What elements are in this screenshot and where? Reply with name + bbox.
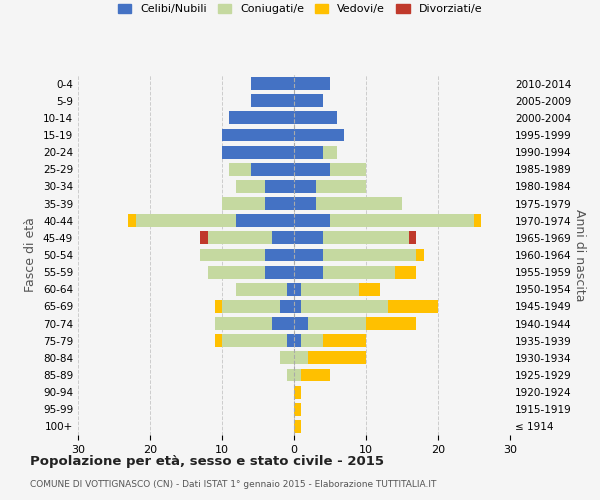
Bar: [416, 248, 424, 262]
Bar: [287, 283, 294, 296]
Bar: [316, 197, 402, 210]
Bar: [136, 214, 236, 227]
Bar: [265, 180, 294, 193]
Bar: [287, 334, 294, 347]
Bar: [323, 266, 395, 278]
Bar: [330, 163, 366, 175]
Bar: [388, 300, 438, 313]
Bar: [200, 232, 208, 244]
Bar: [294, 94, 323, 107]
Bar: [294, 146, 323, 158]
Bar: [294, 403, 301, 415]
Bar: [251, 163, 294, 175]
Bar: [294, 317, 308, 330]
Bar: [265, 197, 294, 210]
Bar: [287, 368, 294, 382]
Bar: [323, 334, 366, 347]
Bar: [294, 334, 301, 347]
Bar: [265, 266, 294, 278]
Bar: [294, 77, 330, 90]
Bar: [474, 214, 481, 227]
Bar: [236, 283, 287, 296]
Bar: [294, 300, 301, 313]
Bar: [215, 334, 222, 347]
Bar: [294, 180, 316, 193]
Bar: [323, 232, 409, 244]
Bar: [208, 266, 265, 278]
Bar: [222, 300, 280, 313]
Bar: [222, 334, 287, 347]
Y-axis label: Anni di nascita: Anni di nascita: [572, 209, 586, 301]
Bar: [294, 197, 316, 210]
Bar: [280, 352, 294, 364]
Bar: [308, 317, 366, 330]
Bar: [215, 300, 222, 313]
Bar: [409, 232, 416, 244]
Bar: [301, 283, 359, 296]
Bar: [395, 266, 416, 278]
Bar: [359, 283, 380, 296]
Bar: [294, 352, 308, 364]
Bar: [128, 214, 136, 227]
Bar: [272, 317, 294, 330]
Bar: [301, 368, 330, 382]
Bar: [294, 112, 337, 124]
Bar: [294, 283, 301, 296]
Bar: [294, 248, 323, 262]
Bar: [323, 146, 337, 158]
Bar: [308, 352, 366, 364]
Bar: [294, 163, 330, 175]
Bar: [200, 248, 265, 262]
Bar: [222, 146, 294, 158]
Bar: [222, 128, 294, 141]
Bar: [301, 300, 388, 313]
Bar: [294, 420, 301, 433]
Bar: [280, 300, 294, 313]
Bar: [323, 248, 416, 262]
Bar: [294, 386, 301, 398]
Bar: [294, 266, 323, 278]
Bar: [229, 112, 294, 124]
Bar: [208, 232, 272, 244]
Bar: [251, 77, 294, 90]
Bar: [301, 334, 323, 347]
Text: Popolazione per età, sesso e stato civile - 2015: Popolazione per età, sesso e stato civil…: [30, 455, 384, 468]
Bar: [222, 197, 265, 210]
Bar: [294, 232, 323, 244]
Bar: [294, 368, 301, 382]
Bar: [330, 214, 474, 227]
Bar: [366, 317, 416, 330]
Y-axis label: Fasce di età: Fasce di età: [25, 218, 37, 292]
Bar: [265, 248, 294, 262]
Bar: [215, 317, 272, 330]
Bar: [294, 214, 330, 227]
Bar: [236, 180, 265, 193]
Legend: Celibi/Nubili, Coniugati/e, Vedovi/e, Divorziati/e: Celibi/Nubili, Coniugati/e, Vedovi/e, Di…: [115, 0, 485, 18]
Text: COMUNE DI VOTTIGNASCO (CN) - Dati ISTAT 1° gennaio 2015 - Elaborazione TUTTITALI: COMUNE DI VOTTIGNASCO (CN) - Dati ISTAT …: [30, 480, 436, 489]
Bar: [229, 163, 251, 175]
Bar: [272, 232, 294, 244]
Bar: [316, 180, 366, 193]
Bar: [251, 94, 294, 107]
Bar: [236, 214, 294, 227]
Bar: [294, 128, 344, 141]
